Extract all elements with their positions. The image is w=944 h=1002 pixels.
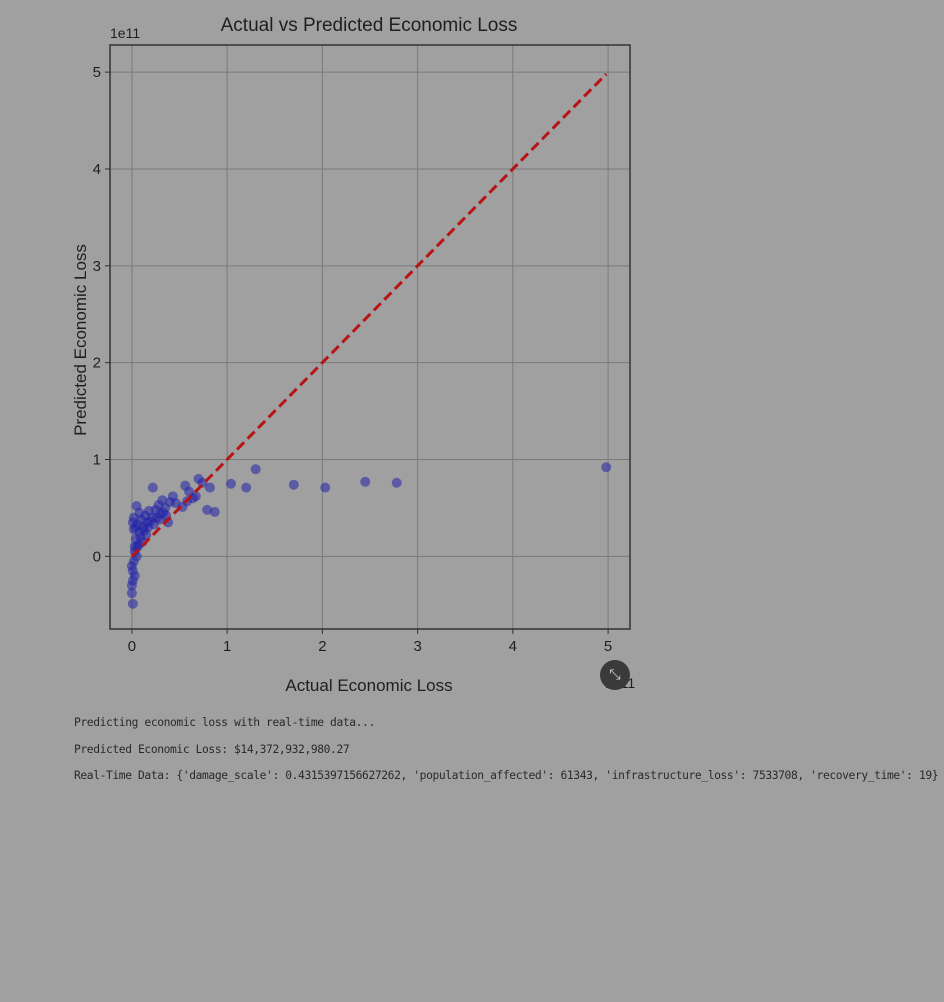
data-point <box>250 464 261 475</box>
console-output: Predicting economic loss with real-time … <box>74 713 939 793</box>
data-point <box>132 541 143 552</box>
x-axis-title: Actual Economic Loss <box>285 676 452 695</box>
reference-line <box>130 73 608 558</box>
data-points <box>126 462 612 609</box>
reference-line-group <box>130 73 608 558</box>
x-tick-label: 2 <box>318 638 326 655</box>
scatter-chart: Actual vs Predicted Economic Loss 1e11 1… <box>71 15 635 695</box>
y-tick-label: 4 <box>93 161 101 178</box>
gridlines <box>110 45 630 629</box>
y-tick-label: 0 <box>93 548 101 565</box>
x-tick-label: 1 <box>223 638 231 655</box>
data-point <box>134 507 145 518</box>
data-point <box>126 580 137 591</box>
console-line: Predicted Economic Loss: $14,372,932,980… <box>74 742 350 756</box>
data-point <box>127 517 138 528</box>
data-point <box>209 506 220 517</box>
chart-title: Actual vs Predicted Economic Loss <box>221 15 518 36</box>
data-point <box>126 588 137 599</box>
data-point <box>241 482 252 493</box>
y-tick-label: 1 <box>93 452 101 469</box>
data-point <box>126 561 137 572</box>
data-point <box>601 462 612 473</box>
y-tick-label: 5 <box>93 64 101 81</box>
data-point <box>391 477 402 488</box>
y-tick-label: 3 <box>93 258 101 275</box>
console-line: Predicting economic loss with real-time … <box>74 716 375 729</box>
data-point <box>320 482 331 493</box>
expand-icon: ⤡ <box>609 667 621 683</box>
x-tick-label: 3 <box>413 638 421 655</box>
x-tick-label: 4 <box>509 638 517 655</box>
data-point <box>202 504 213 515</box>
expand-plot-button[interactable]: ⤡ <box>600 660 630 690</box>
axis-ticks: 0 1 2 3 4 5 0 1 2 3 4 5 <box>93 64 613 655</box>
data-point <box>225 478 236 489</box>
data-point <box>147 482 158 493</box>
data-point <box>170 498 181 509</box>
data-point <box>129 570 140 581</box>
x-tick-label: 0 <box>128 638 136 655</box>
console-line: Real-Time Data: {'damage_scale': 0.43153… <box>74 769 939 782</box>
data-point <box>180 480 191 491</box>
data-point <box>288 479 299 490</box>
x-tick-label: 5 <box>604 638 612 655</box>
data-point <box>141 530 152 541</box>
plot-frame <box>109 44 631 630</box>
y-scale-label: 1e11 <box>110 25 140 41</box>
data-point <box>127 598 138 609</box>
y-axis-title: Predicted Economic Loss <box>71 244 90 436</box>
data-point <box>205 482 215 493</box>
data-point <box>360 476 371 487</box>
data-point <box>193 473 204 484</box>
y-tick-label: 2 <box>93 355 101 372</box>
